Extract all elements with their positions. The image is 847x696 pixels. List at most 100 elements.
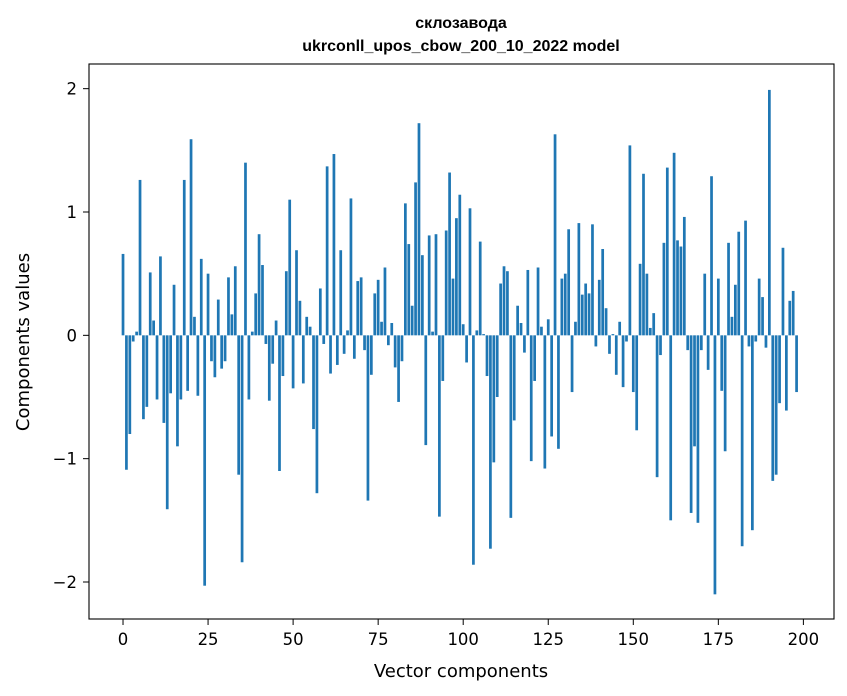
bar-21 (193, 316, 196, 336)
bar-171 (703, 273, 707, 336)
bar-2 (128, 335, 132, 434)
bar-25 (206, 273, 210, 336)
bar-4 (135, 331, 138, 336)
bar-57 (315, 335, 319, 494)
bar-29 (220, 335, 224, 369)
bar-176 (720, 335, 724, 391)
bar-60 (325, 166, 329, 336)
bar-71 (363, 335, 366, 351)
bar-0 (121, 253, 125, 336)
bar-36 (244, 162, 247, 336)
x-tick-label: 200 (788, 630, 820, 649)
y-axis-ticks: −2 −1 0 1 2 (53, 80, 89, 592)
bar-145 (614, 335, 618, 375)
bar-169 (696, 335, 700, 523)
bar-121 (533, 335, 536, 381)
bar-69 (356, 281, 360, 336)
y-tick-label: −2 (53, 573, 77, 592)
bar-101 (465, 335, 468, 363)
bar-184 (747, 335, 751, 347)
bar-103 (472, 335, 475, 565)
bar-39 (254, 293, 258, 336)
bar-175 (716, 278, 720, 336)
bar-132 (570, 335, 574, 393)
bar-19 (186, 335, 190, 391)
bar-189 (764, 335, 768, 348)
bar-58 (318, 288, 322, 336)
bar-158 (659, 335, 662, 356)
bar-77 (383, 267, 387, 336)
bar-56 (312, 335, 315, 430)
bar-173 (710, 176, 713, 336)
bar-109 (492, 335, 496, 463)
bar-92 (434, 234, 438, 336)
bar-43 (267, 335, 271, 401)
bar-113 (506, 271, 509, 336)
bar-114 (509, 335, 513, 518)
bar-31 (227, 277, 230, 336)
bar-134 (577, 223, 581, 336)
bar-3 (131, 335, 135, 342)
bar-178 (727, 242, 730, 336)
bar-94 (441, 335, 445, 381)
bar-193 (778, 335, 781, 404)
bar-187 (757, 278, 761, 336)
bar-123 (540, 326, 543, 336)
bar-130 (563, 273, 567, 336)
bar-160 (665, 167, 669, 336)
bar-17 (179, 335, 183, 400)
bar-179 (730, 316, 734, 336)
bar-111 (499, 283, 502, 336)
bar-129 (560, 278, 564, 336)
bar-64 (339, 250, 343, 336)
bar-40 (257, 234, 261, 336)
bar-89 (424, 335, 428, 446)
bar-181 (737, 231, 741, 336)
bar-116 (516, 305, 519, 336)
bar-166 (686, 335, 690, 351)
bar-127 (553, 134, 557, 336)
bar-115 (512, 335, 516, 421)
bar-151 (635, 335, 639, 431)
bar-63 (335, 335, 339, 365)
bar-107 (485, 335, 489, 377)
bar-168 (693, 335, 696, 447)
bar-66 (346, 330, 349, 336)
bar-157 (655, 335, 659, 478)
bar-141 (601, 249, 605, 336)
bar-190 (768, 89, 771, 336)
bar-84 (407, 244, 411, 336)
bar-27 (213, 335, 217, 378)
bar-154 (645, 273, 649, 336)
bar-74 (373, 293, 377, 336)
bar-90 (427, 235, 431, 336)
bars-group (121, 89, 798, 595)
bar-102 (468, 208, 472, 336)
bar-165 (682, 216, 686, 336)
bar-126 (550, 335, 554, 437)
bar-110 (495, 335, 499, 397)
bar-72 (366, 335, 370, 501)
bar-142 (604, 308, 608, 336)
bar-147 (621, 335, 625, 388)
bar-192 (774, 335, 778, 475)
bar-18 (182, 179, 186, 336)
bar-28 (216, 299, 220, 336)
bar-24 (203, 335, 207, 586)
bar-162 (672, 152, 676, 336)
bar-7 (145, 335, 149, 407)
bar-125 (546, 319, 550, 336)
bar-150 (631, 335, 635, 393)
bar-180 (733, 284, 737, 336)
bar-177 (723, 335, 727, 452)
bar-87 (417, 123, 421, 336)
bar-85 (410, 305, 414, 336)
bar-23 (199, 258, 203, 336)
bar-97 (451, 278, 455, 336)
bar-188 (761, 297, 764, 336)
x-tick-label: 175 (703, 630, 735, 649)
bar-55 (308, 326, 312, 336)
bar-120 (529, 335, 533, 462)
bar-32 (230, 314, 234, 336)
